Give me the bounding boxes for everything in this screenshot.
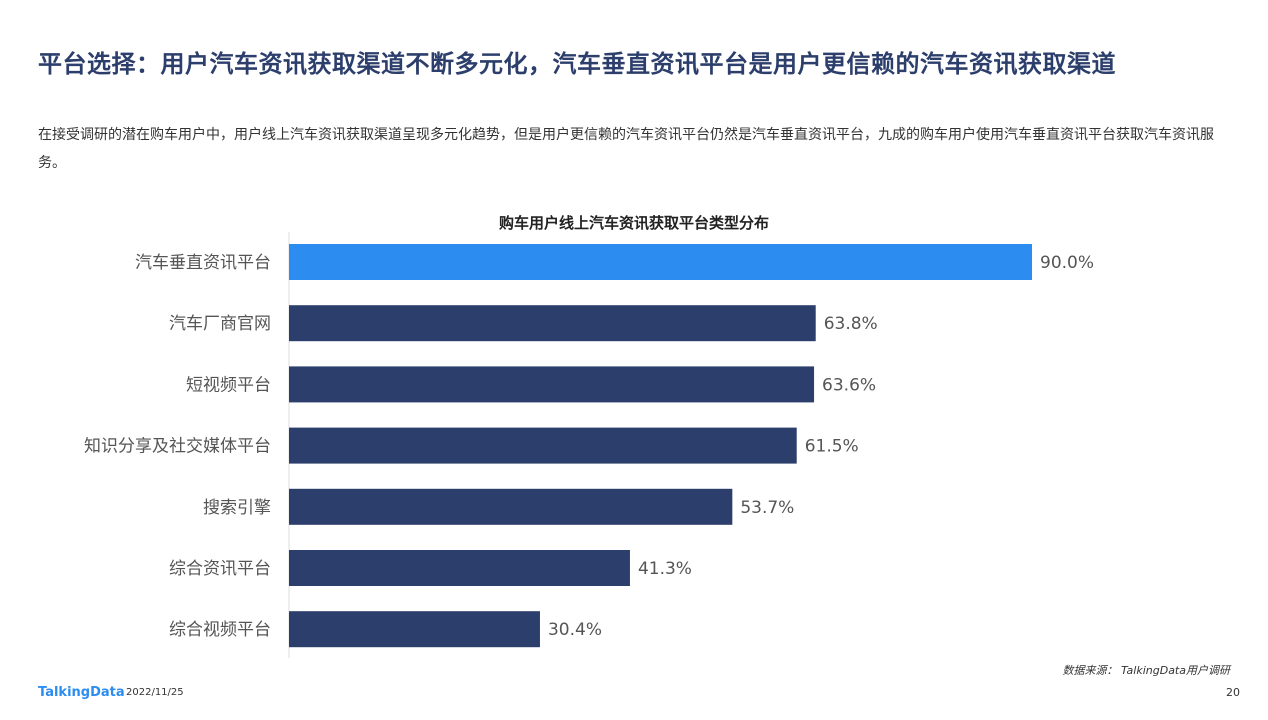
category-label: 搜索引擎: [203, 498, 271, 518]
report-date: 2022/11/25: [126, 687, 184, 698]
bar: [289, 427, 797, 464]
data-source: 数据来源： TalkingData用户调研: [1062, 664, 1230, 677]
page-title: 平台选择：用户汽车资讯获取渠道不断多元化，汽车垂直资讯平台是用户更信赖的汽车资讯…: [38, 50, 1116, 78]
page-description: 在接受调研的潜在购车用户中，用户线上汽车资讯获取渠道呈现多元化趋势，但是用户更信…: [38, 127, 1214, 171]
category-label: 综合资讯平台: [169, 559, 271, 579]
bar: [289, 488, 733, 525]
data-label: 61.5%: [805, 437, 859, 457]
category-label: 汽车垂直资讯平台: [135, 253, 271, 273]
data-label: 41.3%: [638, 559, 692, 579]
chart-title: 购车用户线上汽车资讯获取平台类型分布: [498, 214, 769, 232]
data-label: 53.7%: [740, 498, 794, 518]
bar: [289, 611, 540, 648]
bar: [289, 366, 815, 403]
talkingdata-logo: TalkingData: [38, 685, 125, 700]
data-label: 30.4%: [548, 620, 602, 640]
data-label: 90.0%: [1040, 253, 1094, 273]
bar: [289, 305, 816, 342]
data-label: 63.6%: [822, 375, 876, 395]
category-label: 短视频平台: [186, 375, 271, 395]
data-label: 63.8%: [824, 314, 878, 334]
page-number: 20: [1226, 686, 1240, 699]
bar: [289, 550, 630, 586]
category-label: 综合视频平台: [169, 620, 271, 640]
category-label: 知识分享及社交媒体平台: [84, 437, 271, 457]
category-label: 汽车厂商官网: [169, 314, 271, 334]
bar: [289, 244, 1032, 280]
